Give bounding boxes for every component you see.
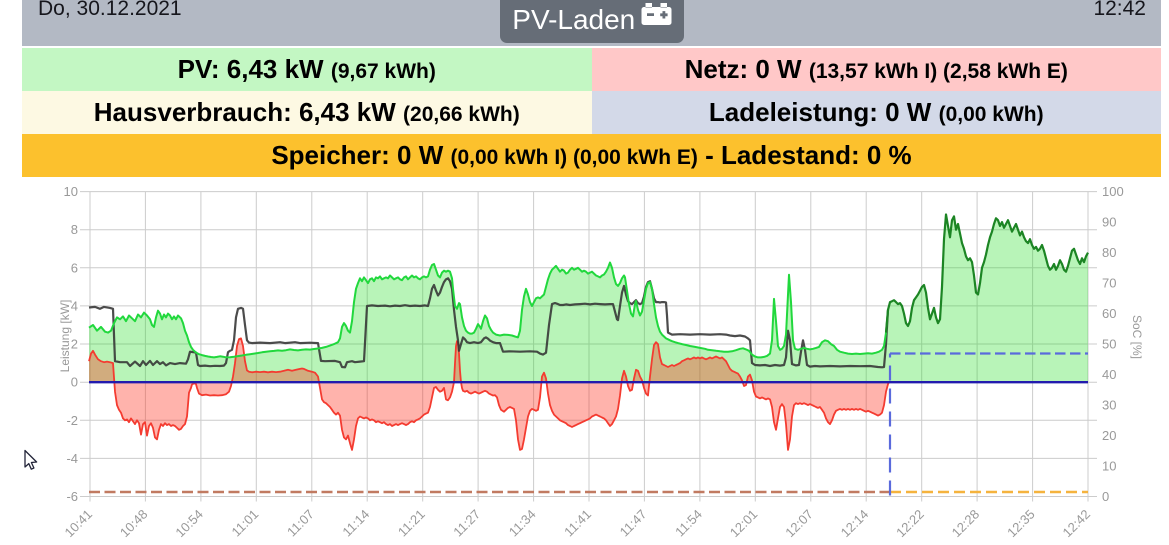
svg-text:11:41: 11:41 bbox=[561, 507, 594, 540]
svg-text:50: 50 bbox=[1102, 337, 1116, 352]
svg-text:12:42: 12:42 bbox=[1060, 507, 1094, 540]
svg-text:10:41: 10:41 bbox=[62, 507, 96, 540]
svg-text:12:35: 12:35 bbox=[1004, 507, 1038, 540]
svg-text:4: 4 bbox=[71, 298, 78, 313]
svg-text:12:07: 12:07 bbox=[782, 507, 816, 540]
svg-text:SoC [%]: SoC [%] bbox=[1130, 315, 1144, 359]
svg-text:2: 2 bbox=[71, 337, 78, 352]
svg-text:11:14: 11:14 bbox=[339, 507, 372, 540]
svg-text:10: 10 bbox=[64, 184, 78, 199]
svg-text:10:54: 10:54 bbox=[172, 507, 206, 540]
svg-text:60: 60 bbox=[1102, 306, 1116, 321]
svg-text:70: 70 bbox=[1102, 276, 1116, 291]
svg-text:11:21: 11:21 bbox=[395, 507, 428, 540]
svg-text:Leistung [kW]: Leistung [kW] bbox=[58, 300, 72, 373]
svg-text:12:22: 12:22 bbox=[893, 507, 927, 540]
svg-text:12:28: 12:28 bbox=[949, 507, 983, 540]
svg-text:-2: -2 bbox=[66, 413, 78, 428]
svg-text:10: 10 bbox=[1102, 459, 1116, 474]
svg-text:90: 90 bbox=[1102, 215, 1116, 230]
svg-text:12:14: 12:14 bbox=[838, 507, 872, 540]
svg-text:100: 100 bbox=[1102, 184, 1124, 199]
svg-text:6: 6 bbox=[71, 260, 78, 275]
svg-text:80: 80 bbox=[1102, 245, 1116, 260]
svg-text:11:34: 11:34 bbox=[506, 507, 539, 540]
svg-text:8: 8 bbox=[71, 222, 78, 237]
svg-text:11:01: 11:01 bbox=[228, 507, 261, 540]
svg-text:30: 30 bbox=[1102, 398, 1116, 413]
svg-text:20: 20 bbox=[1102, 428, 1116, 443]
svg-text:11:27: 11:27 bbox=[450, 507, 483, 540]
svg-text:11:54: 11:54 bbox=[672, 507, 705, 540]
svg-text:0: 0 bbox=[71, 375, 78, 390]
svg-text:12:01: 12:01 bbox=[727, 507, 761, 540]
svg-text:11:47: 11:47 bbox=[617, 507, 650, 540]
svg-text:10:48: 10:48 bbox=[117, 507, 151, 540]
svg-text:0: 0 bbox=[1102, 489, 1109, 504]
svg-text:-6: -6 bbox=[66, 489, 78, 504]
svg-text:-4: -4 bbox=[66, 451, 78, 466]
svg-text:40: 40 bbox=[1102, 367, 1116, 382]
svg-text:11:07: 11:07 bbox=[284, 507, 317, 540]
